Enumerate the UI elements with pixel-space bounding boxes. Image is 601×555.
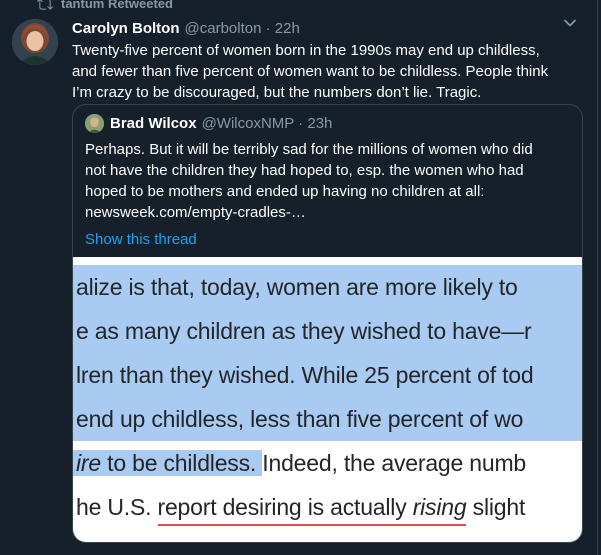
- quoted-avatar[interactable]: [85, 114, 104, 133]
- tweet-text-line: Twenty-five percent of women born in the…: [72, 42, 540, 59]
- column-divider: [597, 0, 598, 555]
- retweet-header-label[interactable]: tantum Retweeted: [61, 0, 173, 11]
- red-underline-annotation: report desiring is actually rising: [157, 494, 467, 526]
- quoted-tweet-header: Brad Wilcox @WilcoxNMP · 23h: [85, 114, 332, 133]
- image-text-line-underlined: he U.S. report desiring is actually risi…: [73, 485, 582, 529]
- tweet-text-line: and fewer than five percent of women wan…: [72, 63, 549, 80]
- handle-and-time[interactable]: @carbolton · 22h: [184, 20, 300, 37]
- image-text-line-highlighted: alize is that, today, women are more lik…: [73, 265, 582, 309]
- quoted-text-line: not have the children they had hoped to,…: [85, 162, 524, 179]
- tweet-menu-chevron-down-icon[interactable]: [560, 13, 580, 33]
- image-italic-text: ire: [76, 450, 101, 476]
- image-text-line-partial-highlight: ire to be childless. Indeed, the average…: [73, 441, 582, 485]
- display-name[interactable]: Carolyn Bolton: [72, 20, 180, 37]
- quoted-tweet-text: Perhaps. But it will be terribly sad for…: [85, 139, 533, 223]
- retweet-header[interactable]: tantum Retweeted: [37, 0, 173, 12]
- image-italic-text: rising: [412, 494, 467, 520]
- quoted-text-line: newsweek.com/empty-cradles-…: [85, 204, 306, 221]
- show-this-thread-link[interactable]: Show this thread: [85, 231, 197, 248]
- avatar[interactable]: [12, 19, 58, 65]
- quoted-handle-and-time[interactable]: @WilcoxNMP · 23h: [201, 115, 333, 132]
- tweet-text-line: I’m crazy to be discouraged, but the num…: [72, 84, 482, 101]
- quoted-tweet-card[interactable]: Brad Wilcox @WilcoxNMP · 23h Perhaps. But…: [72, 104, 583, 543]
- tweet-text: Twenty-five percent of women born in the…: [72, 40, 548, 103]
- image-top-margin: [73, 257, 582, 265]
- image-text-line-highlighted: end up childless, less than five percent…: [73, 397, 582, 441]
- quoted-display-name[interactable]: Brad Wilcox: [110, 115, 197, 132]
- quoted-tweet-image[interactable]: alize is that, today, women are more lik…: [73, 257, 582, 542]
- quoted-text-line: Perhaps. But it will be terribly sad for…: [85, 141, 533, 158]
- retweet-icon: [37, 0, 53, 12]
- image-text-line-highlighted: e as many children as they wished to hav…: [73, 309, 582, 353]
- quoted-text-line: hoped to be mothers and ended up having …: [85, 183, 485, 200]
- image-text-line-highlighted: lren than they wished. While 25 percent …: [73, 353, 582, 397]
